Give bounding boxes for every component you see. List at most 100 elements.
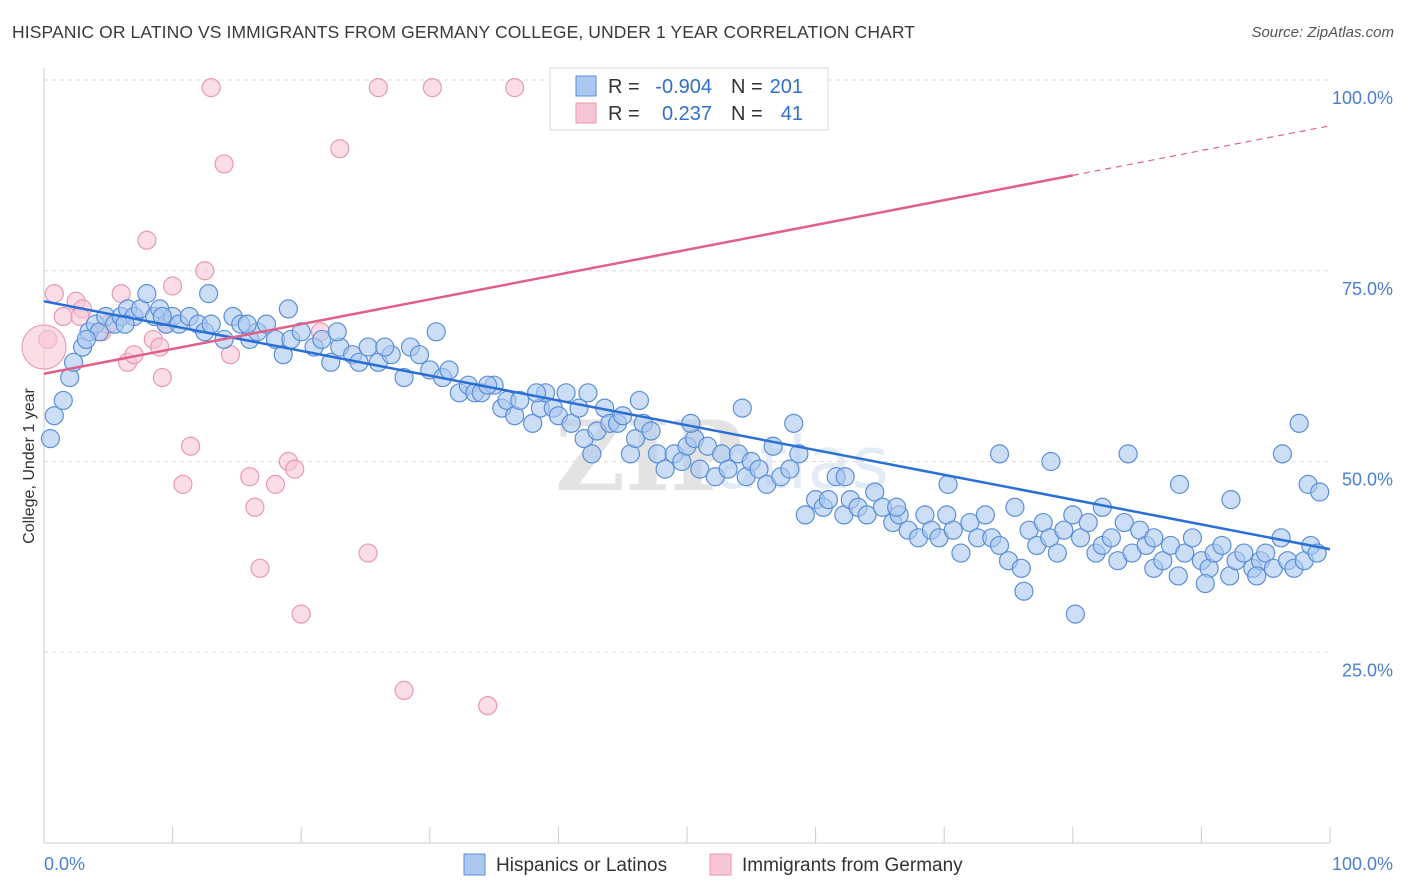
legend-n-value-pink: 41: [781, 103, 803, 125]
hispanic-point: [1182, 528, 1202, 548]
series-immigrants-germany-points: [21, 78, 761, 716]
hispanic-point: [561, 413, 581, 433]
hispanic-point: [327, 322, 347, 342]
hispanic-point: [960, 512, 980, 533]
x-tick-label-max: 100.0%: [1332, 854, 1393, 874]
y-tick-label: 25.0%: [1342, 660, 1393, 680]
hispanic-point: [749, 459, 769, 479]
x-tick-label-min: 0.0%: [44, 854, 85, 874]
hispanic-point: [780, 459, 800, 479]
germany-point: [137, 230, 157, 250]
germany-point: [173, 474, 193, 494]
x-axis-ticks: [43, 827, 1331, 843]
germany-point-large: [21, 324, 67, 370]
hispanic-point: [53, 390, 73, 411]
y-tick-label: 50.0%: [1342, 470, 1393, 490]
y-tick-label: 75.0%: [1342, 279, 1393, 299]
germany-point: [368, 78, 388, 98]
hispanic-point: [625, 429, 646, 449]
hispanic-point: [115, 314, 135, 334]
hispanic-point: [857, 505, 877, 525]
hispanic-point: [865, 482, 885, 502]
germany-point: [422, 78, 442, 98]
hispanic-point: [439, 360, 459, 380]
germany-point: [201, 78, 221, 98]
hispanic-point: [1169, 474, 1190, 494]
bottom-legend-swatch-pink: [709, 853, 732, 876]
legend-r-label-blue: R =: [608, 76, 640, 98]
hispanic-point: [795, 505, 815, 525]
hispanic-point: [1114, 512, 1134, 533]
hispanic-point: [1310, 482, 1330, 502]
hispanic-point: [40, 429, 61, 449]
hispanic-point: [278, 299, 298, 319]
hispanic-point: [375, 337, 395, 357]
hispanic-point: [44, 406, 64, 426]
hispanic-point: [613, 406, 633, 426]
hispanic-point: [256, 314, 277, 334]
hispanic-point: [409, 345, 430, 365]
hispanic-point: [1175, 543, 1195, 563]
y-axis-tick-labels: 25.0% 50.0% 75.0% 100.0%: [1332, 88, 1393, 680]
bottom-legend-swatch-blue: [463, 853, 486, 876]
hispanic-point: [137, 284, 157, 304]
hispanic-point: [681, 413, 701, 433]
hispanic-point: [718, 459, 738, 479]
germany-trend-line: [43, 174, 1074, 375]
hispanic-point: [76, 329, 97, 350]
hispanic-point: [582, 444, 602, 464]
grid-lines: [44, 79, 1330, 653]
hispanic-point: [1070, 528, 1091, 548]
germany-point: [152, 367, 172, 388]
germany-point: [358, 543, 378, 563]
hispanic-point: [1289, 413, 1309, 433]
series-hispanics-points: [40, 284, 1330, 624]
y-tick-label: 100.0%: [1332, 88, 1393, 108]
legend-swatch-blue: [575, 75, 597, 97]
hispanic-point: [789, 444, 809, 464]
hispanic-point: [152, 306, 172, 327]
germany-point: [163, 276, 183, 296]
hispanic-point: [312, 329, 332, 350]
germany-point: [181, 436, 201, 456]
bottom-legend-label-hispanics: Hispanics or Latinos: [496, 855, 667, 876]
germany-point: [285, 459, 305, 479]
hispanic-point: [510, 390, 530, 411]
correlation-legend: R = -0.904 N = 201 R = 0.237 N = 41: [549, 67, 829, 131]
legend-n-label-pink: N =: [731, 103, 763, 125]
hispanic-point: [237, 314, 257, 334]
hispanic-point: [1212, 535, 1232, 556]
hispanic-point: [690, 459, 710, 479]
hispanic-point: [1063, 505, 1083, 525]
hispanic-point: [199, 284, 219, 304]
germany-point: [478, 696, 498, 716]
germany-point: [265, 474, 286, 494]
hispanic-point: [1272, 444, 1293, 464]
hispanic-point: [426, 322, 446, 342]
hispanic-point: [887, 497, 907, 517]
germany-point: [214, 154, 234, 174]
legend-r-value-pink: 0.237: [662, 103, 712, 125]
legend-r-label-pink: R =: [608, 103, 640, 125]
hispanic-point: [732, 398, 752, 418]
hispanic-point: [1256, 543, 1276, 563]
hispanic-point: [394, 367, 414, 388]
germany-point: [394, 680, 414, 701]
hispanic-point: [655, 459, 675, 479]
hispanic-point: [1144, 528, 1164, 548]
germany-point: [330, 139, 350, 159]
hispanic-point: [951, 543, 971, 563]
hispanic-point: [1234, 543, 1254, 563]
legend-swatch-pink: [575, 102, 597, 124]
y-axis-label: College, Under 1 year: [21, 388, 38, 544]
germany-point: [240, 467, 260, 487]
hispanic-trend-line: [43, 300, 1331, 551]
hispanic-point: [943, 520, 963, 540]
hispanic-point: [526, 383, 547, 403]
hispanic-point: [1047, 543, 1067, 563]
hispanic-point: [1101, 528, 1121, 548]
hispanic-point: [1247, 566, 1267, 586]
germany-point: [505, 78, 525, 98]
bottom-legend-label-germany: Immigrants from Germany: [742, 855, 963, 876]
legend-n-value-blue: 201: [770, 76, 803, 98]
